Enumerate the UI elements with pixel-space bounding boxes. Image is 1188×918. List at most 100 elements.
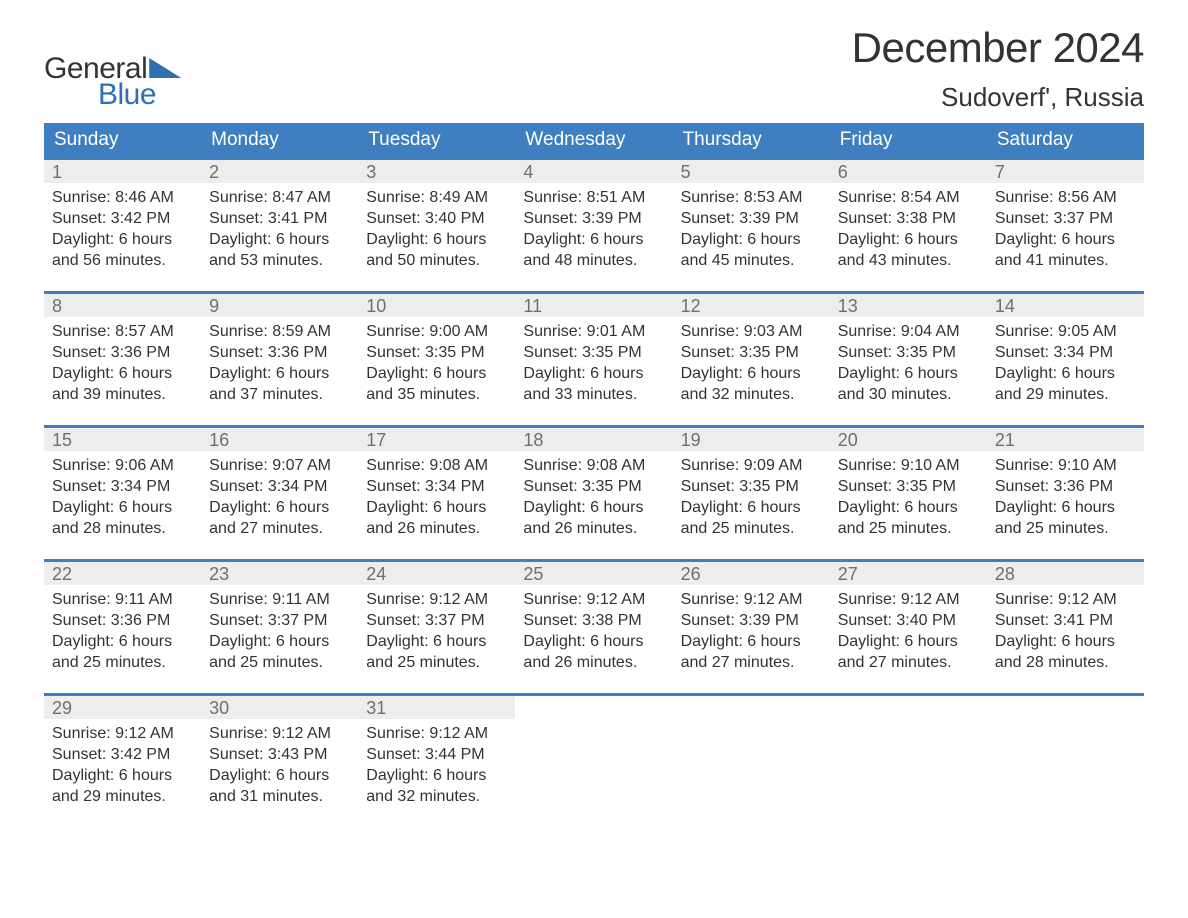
daylight-text: Daylight: 6 hours and 43 minutes. [838,229,979,271]
weekday-header: Friday [830,123,987,157]
month-title: December 2024 [852,24,1144,72]
sunset-text: Sunset: 3:35 PM [681,342,822,363]
day-body: Sunrise: 9:08 AMSunset: 3:34 PMDaylight:… [358,451,515,541]
sunrise-text: Sunrise: 8:59 AM [209,321,350,342]
day-body: Sunrise: 8:51 AMSunset: 3:39 PMDaylight:… [515,183,672,273]
daylight-text: Daylight: 6 hours and 28 minutes. [995,631,1136,673]
week-row: 1Sunrise: 8:46 AMSunset: 3:42 PMDaylight… [44,157,1144,273]
sunrise-text: Sunrise: 9:12 AM [52,723,193,744]
weekday-header-row: SundayMondayTuesdayWednesdayThursdayFrid… [44,123,1144,157]
day-cell: 21Sunrise: 9:10 AMSunset: 3:36 PMDayligh… [987,428,1144,541]
sunset-text: Sunset: 3:42 PM [52,744,193,765]
day-number: 27 [830,562,987,585]
day-cell [673,696,830,809]
day-cell: 20Sunrise: 9:10 AMSunset: 3:35 PMDayligh… [830,428,987,541]
daylight-text: Daylight: 6 hours and 32 minutes. [681,363,822,405]
daylight-text: Daylight: 6 hours and 25 minutes. [366,631,507,673]
brand-sail-icon [149,58,181,78]
day-cell: 12Sunrise: 9:03 AMSunset: 3:35 PMDayligh… [673,294,830,407]
day-cell: 1Sunrise: 8:46 AMSunset: 3:42 PMDaylight… [44,160,201,273]
day-number: 24 [358,562,515,585]
sunset-text: Sunset: 3:36 PM [52,610,193,631]
day-number: 28 [987,562,1144,585]
weeks-container: 1Sunrise: 8:46 AMSunset: 3:42 PMDaylight… [44,157,1144,809]
day-number: 21 [987,428,1144,451]
sunset-text: Sunset: 3:40 PM [366,208,507,229]
sunset-text: Sunset: 3:37 PM [366,610,507,631]
day-cell: 16Sunrise: 9:07 AMSunset: 3:34 PMDayligh… [201,428,358,541]
daylight-text: Daylight: 6 hours and 32 minutes. [366,765,507,807]
day-body: Sunrise: 9:03 AMSunset: 3:35 PMDaylight:… [673,317,830,407]
sunrise-text: Sunrise: 9:11 AM [209,589,350,610]
sunset-text: Sunset: 3:44 PM [366,744,507,765]
weekday-header: Wednesday [515,123,672,157]
sunset-text: Sunset: 3:35 PM [681,476,822,497]
day-body: Sunrise: 8:59 AMSunset: 3:36 PMDaylight:… [201,317,358,407]
weekday-header: Sunday [44,123,201,157]
sunrise-text: Sunrise: 8:56 AM [995,187,1136,208]
sunrise-text: Sunrise: 9:00 AM [366,321,507,342]
sunset-text: Sunset: 3:35 PM [838,476,979,497]
daylight-text: Daylight: 6 hours and 25 minutes. [209,631,350,673]
day-number: 1 [44,160,201,183]
day-number: 23 [201,562,358,585]
sunrise-text: Sunrise: 9:10 AM [838,455,979,476]
day-cell: 3Sunrise: 8:49 AMSunset: 3:40 PMDaylight… [358,160,515,273]
day-body: Sunrise: 9:04 AMSunset: 3:35 PMDaylight:… [830,317,987,407]
day-cell: 24Sunrise: 9:12 AMSunset: 3:37 PMDayligh… [358,562,515,675]
sunset-text: Sunset: 3:39 PM [523,208,664,229]
daylight-text: Daylight: 6 hours and 41 minutes. [995,229,1136,271]
day-cell: 29Sunrise: 9:12 AMSunset: 3:42 PMDayligh… [44,696,201,809]
day-cell [515,696,672,809]
day-cell [830,696,987,809]
day-cell: 25Sunrise: 9:12 AMSunset: 3:38 PMDayligh… [515,562,672,675]
day-body: Sunrise: 8:56 AMSunset: 3:37 PMDaylight:… [987,183,1144,273]
day-body: Sunrise: 9:12 AMSunset: 3:43 PMDaylight:… [201,719,358,809]
sunrise-text: Sunrise: 9:09 AM [681,455,822,476]
sunrise-text: Sunrise: 8:47 AM [209,187,350,208]
day-body: Sunrise: 8:46 AMSunset: 3:42 PMDaylight:… [44,183,201,273]
sunset-text: Sunset: 3:36 PM [209,342,350,363]
calendar: SundayMondayTuesdayWednesdayThursdayFrid… [44,123,1144,809]
sunrise-text: Sunrise: 9:12 AM [681,589,822,610]
brand-logo: General Blue [44,52,181,112]
daylight-text: Daylight: 6 hours and 25 minutes. [838,497,979,539]
header: General Blue December 2024 Sudoverf', Ru… [44,24,1144,113]
day-cell: 31Sunrise: 9:12 AMSunset: 3:44 PMDayligh… [358,696,515,809]
day-body: Sunrise: 9:12 AMSunset: 3:38 PMDaylight:… [515,585,672,675]
day-cell: 30Sunrise: 9:12 AMSunset: 3:43 PMDayligh… [201,696,358,809]
day-number: 6 [830,160,987,183]
day-cell: 18Sunrise: 9:08 AMSunset: 3:35 PMDayligh… [515,428,672,541]
title-block: December 2024 Sudoverf', Russia [852,24,1144,113]
weekday-header: Thursday [673,123,830,157]
sunset-text: Sunset: 3:35 PM [366,342,507,363]
day-body: Sunrise: 9:10 AMSunset: 3:36 PMDaylight:… [987,451,1144,541]
day-body: Sunrise: 9:09 AMSunset: 3:35 PMDaylight:… [673,451,830,541]
day-cell: 11Sunrise: 9:01 AMSunset: 3:35 PMDayligh… [515,294,672,407]
sunset-text: Sunset: 3:35 PM [838,342,979,363]
sunset-text: Sunset: 3:39 PM [681,208,822,229]
day-body: Sunrise: 9:12 AMSunset: 3:41 PMDaylight:… [987,585,1144,675]
daylight-text: Daylight: 6 hours and 27 minutes. [838,631,979,673]
day-cell: 9Sunrise: 8:59 AMSunset: 3:36 PMDaylight… [201,294,358,407]
day-cell: 2Sunrise: 8:47 AMSunset: 3:41 PMDaylight… [201,160,358,273]
day-body: Sunrise: 9:07 AMSunset: 3:34 PMDaylight:… [201,451,358,541]
day-body: Sunrise: 9:12 AMSunset: 3:37 PMDaylight:… [358,585,515,675]
sunrise-text: Sunrise: 8:57 AM [52,321,193,342]
day-number: 18 [515,428,672,451]
day-cell: 13Sunrise: 9:04 AMSunset: 3:35 PMDayligh… [830,294,987,407]
day-body: Sunrise: 9:12 AMSunset: 3:40 PMDaylight:… [830,585,987,675]
day-cell: 4Sunrise: 8:51 AMSunset: 3:39 PMDaylight… [515,160,672,273]
sunrise-text: Sunrise: 9:12 AM [366,723,507,744]
daylight-text: Daylight: 6 hours and 25 minutes. [681,497,822,539]
day-number: 29 [44,696,201,719]
day-number: 16 [201,428,358,451]
day-number: 10 [358,294,515,317]
sunrise-text: Sunrise: 9:04 AM [838,321,979,342]
day-number: 11 [515,294,672,317]
sunrise-text: Sunrise: 8:51 AM [523,187,664,208]
day-number: 26 [673,562,830,585]
sunset-text: Sunset: 3:38 PM [523,610,664,631]
daylight-text: Daylight: 6 hours and 25 minutes. [52,631,193,673]
day-number: 25 [515,562,672,585]
